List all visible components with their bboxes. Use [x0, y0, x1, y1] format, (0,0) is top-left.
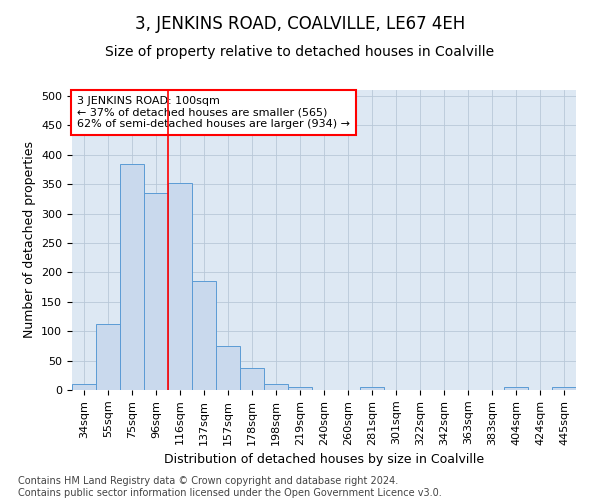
X-axis label: Distribution of detached houses by size in Coalville: Distribution of detached houses by size … [164, 453, 484, 466]
Bar [168, 183, 192, 390]
Y-axis label: Number of detached properties: Number of detached properties [23, 142, 35, 338]
Bar [264, 384, 288, 390]
Text: Contains HM Land Registry data © Crown copyright and database right 2024.
Contai: Contains HM Land Registry data © Crown c… [18, 476, 442, 498]
Bar [216, 346, 240, 390]
Bar [552, 387, 576, 390]
Text: 3 JENKINS ROAD: 100sqm
← 37% of detached houses are smaller (565)
62% of semi-de: 3 JENKINS ROAD: 100sqm ← 37% of detached… [77, 96, 350, 129]
Bar [504, 387, 528, 390]
Text: Size of property relative to detached houses in Coalville: Size of property relative to detached ho… [106, 45, 494, 59]
Bar [240, 368, 264, 390]
Bar [288, 387, 312, 390]
Bar [72, 384, 96, 390]
Text: 3, JENKINS ROAD, COALVILLE, LE67 4EH: 3, JENKINS ROAD, COALVILLE, LE67 4EH [135, 15, 465, 33]
Bar [192, 281, 216, 390]
Bar [360, 387, 384, 390]
Bar [96, 324, 120, 390]
Bar [120, 164, 144, 390]
Bar [144, 193, 168, 390]
